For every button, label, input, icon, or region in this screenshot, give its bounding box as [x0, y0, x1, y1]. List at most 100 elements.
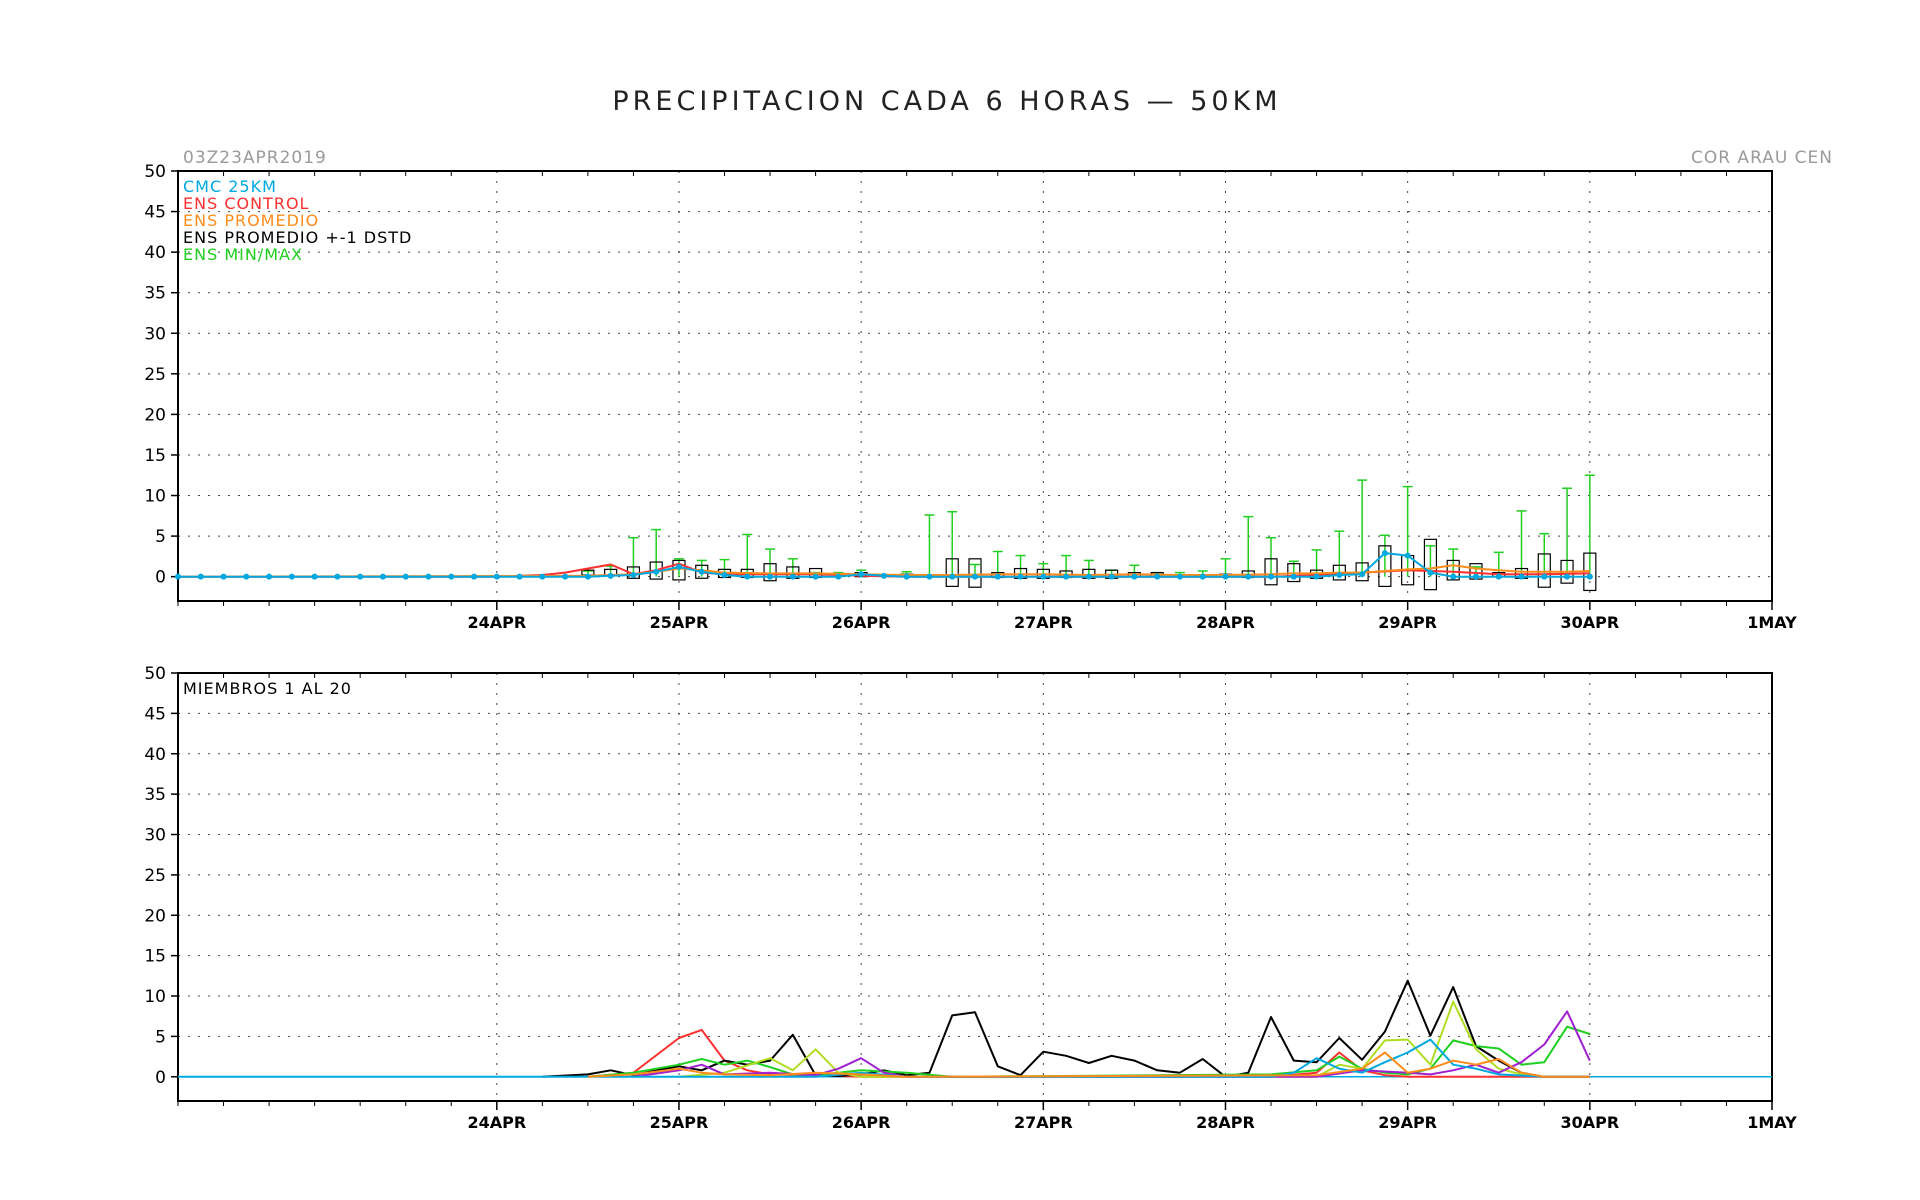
cmc-point [243, 573, 250, 580]
cmc-point [562, 573, 569, 580]
cmc-point [767, 573, 774, 580]
cmc-point [175, 573, 181, 580]
cmc-point [1472, 573, 1479, 580]
std-box [968, 558, 982, 588]
cmc-point [1199, 573, 1206, 580]
cmc-point [1040, 573, 1047, 580]
cmc-point [1245, 573, 1252, 580]
y-tick-label: 10 [144, 487, 166, 507]
cmc-point [607, 572, 614, 579]
cmc-point [1427, 569, 1434, 576]
cmc-point [471, 573, 478, 580]
cmc-point [903, 573, 910, 580]
panel-label: MIEMBROS 1 AL 20 [183, 679, 352, 698]
cmc-point [1586, 573, 1593, 580]
x-tick-label: 29APR [1378, 613, 1437, 632]
y-tick-label: 10 [144, 987, 166, 1007]
std-box [1378, 545, 1392, 587]
x-tick-label: 26APR [832, 613, 891, 632]
y-tick-label: 5 [155, 1027, 166, 1047]
std-box [1423, 538, 1438, 591]
std-box [1264, 558, 1278, 586]
x-tick-label: 29APR [1378, 1113, 1437, 1132]
x-tick-label: 28APR [1196, 613, 1255, 632]
cmc-point [1518, 573, 1525, 580]
cmc-point [1108, 573, 1115, 580]
cmc-point [721, 572, 728, 579]
y-tick-label: 45 [144, 203, 166, 223]
cmc-point [1404, 552, 1411, 559]
cmc-point [1450, 573, 1457, 580]
y-tick-label: 40 [144, 745, 166, 765]
y-tick-label: 40 [144, 243, 166, 263]
cmc-point [539, 573, 546, 580]
y-tick-label: 30 [144, 324, 166, 344]
cmc-point [653, 568, 660, 575]
member-line [178, 1038, 1590, 1078]
cmc-point [402, 573, 409, 580]
y-tick-label: 50 [144, 664, 166, 684]
plot-frame [177, 170, 1773, 602]
cmc-point [197, 573, 204, 580]
member-line [678, 1000, 1545, 1078]
x-tick-label: 30APR [1560, 1113, 1619, 1132]
cmc-point [1063, 573, 1070, 580]
cmc-point [516, 573, 523, 580]
cmc-point [311, 573, 318, 580]
cmc-point [630, 572, 637, 579]
cmc-point [812, 573, 819, 580]
cmc-point [1085, 573, 1092, 580]
cmc-point [1154, 573, 1161, 580]
y-tick-label: 5 [155, 527, 166, 547]
x-tick-label: 24APR [467, 1113, 526, 1132]
cmc-point [744, 573, 751, 580]
std-box [1537, 553, 1551, 588]
cmc-point [1313, 573, 1320, 580]
x-tick-label: 1MAY [1747, 1113, 1797, 1132]
std-box [1446, 559, 1460, 581]
x-tick-label: 28APR [1196, 1113, 1255, 1132]
y-tick-label: 20 [144, 405, 166, 425]
cmc-point [880, 572, 887, 579]
cmc-point [1222, 573, 1229, 580]
y-tick-label: 35 [144, 785, 166, 805]
y-tick-label: 25 [144, 866, 166, 886]
cmc-point [1336, 572, 1343, 579]
x-tick-label: 1MAY [1747, 613, 1797, 632]
cmc-point [1495, 573, 1502, 580]
cmc-point [288, 573, 295, 580]
y-tick-label: 0 [155, 1068, 166, 1088]
x-tick-label: 25APR [650, 613, 709, 632]
cmc-point [357, 573, 364, 580]
cmc-point [972, 573, 978, 580]
x-tick-label: 27APR [1014, 613, 1073, 632]
y-tick-label: 0 [155, 568, 166, 588]
cmc-point [1017, 573, 1024, 580]
x-tick-label: 25APR [650, 1113, 709, 1132]
cmc-point [1290, 573, 1297, 580]
x-tick-label: 24APR [467, 613, 526, 632]
cmc-point [425, 573, 432, 580]
cmc-point [379, 573, 386, 580]
std-box [763, 563, 777, 582]
main-title: PRECIPITACION CADA 6 HORAS — 50KM [612, 86, 1281, 117]
cmc-point [675, 563, 682, 570]
member-line [542, 979, 1590, 1078]
y-tick-label: 50 [144, 162, 166, 182]
legend-entry: CMC 25KM [183, 177, 277, 196]
cmc-point [835, 573, 842, 580]
x-tick-label: 30APR [1560, 613, 1619, 632]
cmc-point [493, 573, 500, 580]
cmc-point [858, 571, 865, 578]
x-tick-label: 27APR [1014, 1113, 1073, 1132]
cmc-point [1564, 573, 1571, 580]
cmc-point [448, 573, 455, 580]
cmc-point [789, 573, 796, 580]
plot-frame [177, 672, 1773, 1102]
cmc-point [266, 573, 273, 580]
member-line [587, 1051, 1590, 1078]
cmc-point [584, 573, 591, 580]
cmc-point [1541, 573, 1548, 580]
x-tick-label: 26APR [832, 1113, 891, 1132]
